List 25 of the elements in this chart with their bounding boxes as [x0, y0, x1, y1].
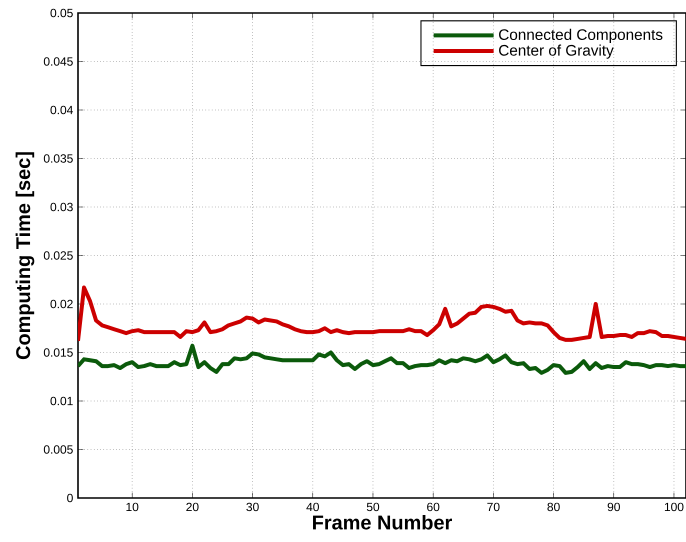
y-tick-label: 0.025	[44, 251, 73, 260]
y-tick-label: 0.01	[50, 396, 73, 406]
x-tick-label: 100	[664, 502, 684, 512]
legend-label: Connected Components	[499, 28, 662, 44]
y-axis-title: Computing Time [sec]	[16, 152, 34, 360]
x-tick-label: 80	[547, 502, 560, 512]
x-tick-label: 60	[427, 502, 440, 512]
x-tick-label: 20	[186, 502, 199, 512]
y-tick-label: 0.02	[50, 300, 73, 308]
x-tick-label: 70	[487, 502, 500, 512]
y-tick-label: 0.045	[44, 57, 73, 66]
x-tick-label: 30	[246, 502, 259, 512]
y-tick-label: 0.015	[44, 348, 73, 357]
x-tick-label: 10	[126, 502, 138, 512]
x-tick-label: 40	[306, 502, 319, 512]
legend-label: Center of Gravity	[499, 44, 614, 59]
y-tick-label: 0.05	[50, 8, 73, 18]
y-tick-label: 0.03	[50, 202, 73, 212]
x-tick-label: 50	[366, 502, 380, 512]
y-tick-label: 0.005	[44, 445, 73, 454]
y-tick-label: 0.035	[44, 154, 73, 163]
x-axis-title: Frame Number	[313, 514, 452, 530]
x-tick-label: 90	[608, 502, 620, 512]
y-tick-label: 0	[67, 494, 73, 502]
y-tick-label: 0.04	[50, 106, 73, 114]
